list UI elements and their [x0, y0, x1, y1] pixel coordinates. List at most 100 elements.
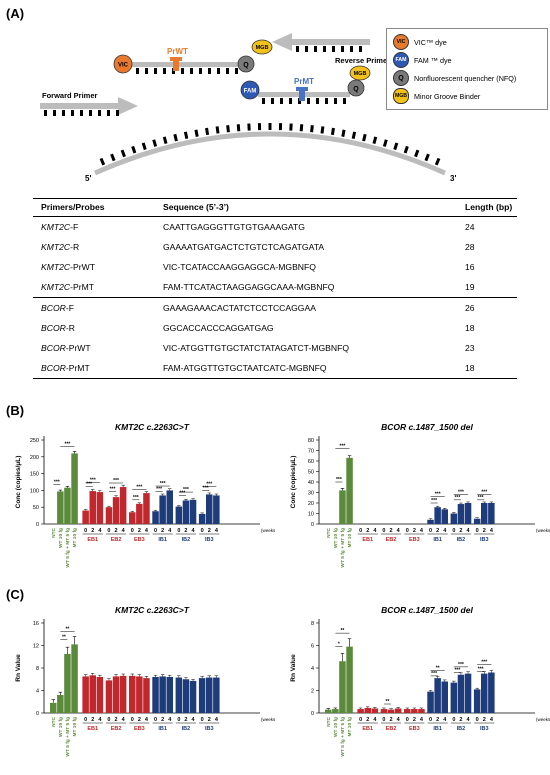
sample-bar — [82, 676, 89, 713]
week-label: 2 — [366, 717, 369, 723]
week-label: 4 — [420, 717, 424, 723]
primer-name-cell: KMT2C-F — [33, 217, 155, 238]
length-cell: 23 — [465, 343, 475, 353]
week-label: 2 — [91, 528, 94, 534]
significance-stars: *** — [136, 484, 142, 490]
x-unit-label: (weeks) — [536, 528, 550, 533]
group-label: EB3 — [409, 537, 420, 543]
sample-bar — [119, 675, 127, 713]
reverse-primer-label: Reverse Primer — [335, 56, 390, 65]
week-label: 4 — [122, 528, 126, 534]
sample-bar — [481, 673, 488, 713]
sample-bar — [357, 709, 364, 713]
sample-bar — [441, 509, 448, 524]
significance-stars: *** — [478, 495, 484, 501]
week-label: 0 — [382, 717, 385, 723]
sample-bar — [182, 500, 190, 524]
sample-bar — [213, 677, 220, 713]
significance-stars: *** — [65, 442, 71, 448]
control-bar — [332, 709, 339, 713]
sample-bar — [82, 510, 89, 524]
sample-bar — [206, 677, 213, 713]
sample-bar — [394, 708, 402, 713]
chart-b-kmt2c: KMT2C c.2263C>T Conc (copies/μL) 0 50 100 150… — [15, 422, 275, 568]
week-label: 0 — [476, 528, 479, 534]
week-label: 0 — [131, 717, 134, 723]
table-header-row: Primers/Probes Sequence (5’-3’) Length (… — [33, 198, 517, 217]
legend-item-fam: FAM FAM ™ dye — [393, 52, 452, 68]
sample-bar — [427, 691, 434, 713]
y-tick-label: 30 — [308, 491, 314, 497]
group-label: IB3 — [480, 537, 489, 543]
control-label: MT 10 fg — [72, 717, 78, 737]
week-label: 2 — [436, 528, 439, 534]
week-label: 0 — [476, 717, 479, 723]
wt-probe: PrWT VIC Q MGB — [113, 39, 273, 74]
control-label: MT 10 fg — [347, 528, 353, 548]
table-row: KMT2C-R GAAAATGATGACTCTGTCTCAGATGATA 28 — [33, 237, 517, 257]
week-label: 4 — [467, 717, 471, 723]
y-tick-label: 0 — [36, 522, 39, 528]
control-label: WT 10 fg — [333, 528, 339, 548]
primer-suffix: -F — [70, 222, 79, 232]
week-label: 2 — [184, 717, 187, 723]
significance-stars: *** — [86, 481, 92, 487]
significance-stars: ** — [386, 699, 390, 705]
length-cell: 16 — [465, 262, 475, 272]
y-tick-label: 4 — [311, 666, 314, 672]
sample-bar — [441, 681, 448, 713]
week-label: 2 — [184, 528, 187, 534]
significance-stars: *** — [458, 490, 464, 496]
week-label: 0 — [177, 717, 180, 723]
significance-stars: *** — [458, 662, 464, 668]
group-label: EB2 — [111, 726, 122, 732]
y-tick-label: 50 — [308, 470, 314, 476]
sample-bar — [457, 674, 465, 713]
sample-bar — [411, 709, 418, 713]
group-label: IB1 — [158, 726, 167, 732]
y-tick-label: 10 — [308, 512, 314, 518]
week-label: 4 — [192, 717, 196, 723]
control-label: WT 5 fg + MT 5 fg — [340, 717, 346, 757]
control-label: NTC — [51, 716, 57, 726]
primer-suffix: -PrMT — [70, 282, 95, 292]
sample-bar — [473, 689, 481, 713]
quencher-legend-icon: Q — [393, 70, 409, 86]
significance-stars: *** — [340, 443, 346, 449]
group-label: EB1 — [362, 537, 373, 543]
week-label: 0 — [359, 717, 362, 723]
control-label: WT 5 fg + MT 5 fg — [340, 528, 346, 568]
week-label: 2 — [115, 528, 118, 534]
chart-title: BCOR c.1487_1500 del — [381, 422, 473, 432]
significance-stars: ** — [62, 634, 66, 640]
length-cell: 28 — [465, 242, 475, 252]
week-label: 4 — [397, 717, 401, 723]
control-label: WT 5 fg + MT 5 fg — [65, 528, 71, 568]
week-label: 2 — [483, 528, 486, 534]
length-cell: 24 — [465, 222, 475, 232]
significance-stars: *** — [454, 668, 460, 674]
svg-text:Q: Q — [353, 86, 359, 93]
gene-name: KMT2C — [41, 282, 71, 292]
y-tick-label: 50 — [33, 505, 39, 511]
significance-stars: *** — [90, 478, 96, 484]
week-label: 4 — [168, 717, 172, 723]
group-label: EB1 — [87, 726, 98, 732]
primer-name-cell: BCOR-PrMT — [33, 358, 155, 379]
mgb-legend-icon: MGB — [393, 88, 409, 104]
primer-probe-table: Primers/Probes Sequence (5’-3’) Length (… — [33, 198, 517, 379]
header-sequence: Sequence (5’-3’) — [155, 198, 457, 217]
week-label: 0 — [406, 528, 409, 534]
table-row: KMT2C-PrMT FAM-TTCATACTAAGGAGGCAAA-MGBNFQ… — [33, 277, 517, 298]
sequence-cell: GAAAGAAACACTATCTCCTCCAGGAA — [155, 297, 457, 318]
sample-bar — [371, 708, 379, 713]
week-label: 4 — [443, 528, 447, 534]
table-row: BCOR-R GGCACCACCCAGGATGAG 18 — [33, 318, 517, 338]
significance-stars: *** — [160, 481, 166, 487]
legend-item-vic: VIC VIC™ dye — [393, 34, 447, 50]
chart-title: KMT2C c.2263C>T — [115, 605, 190, 615]
sample-bar — [427, 519, 434, 524]
week-label: 2 — [413, 717, 416, 723]
length-cell: 19 — [465, 282, 475, 292]
table-row: BCOR-PrWT VIC-ATGGTTGTGCTATCTATAGATCT-MGB… — [33, 338, 517, 358]
